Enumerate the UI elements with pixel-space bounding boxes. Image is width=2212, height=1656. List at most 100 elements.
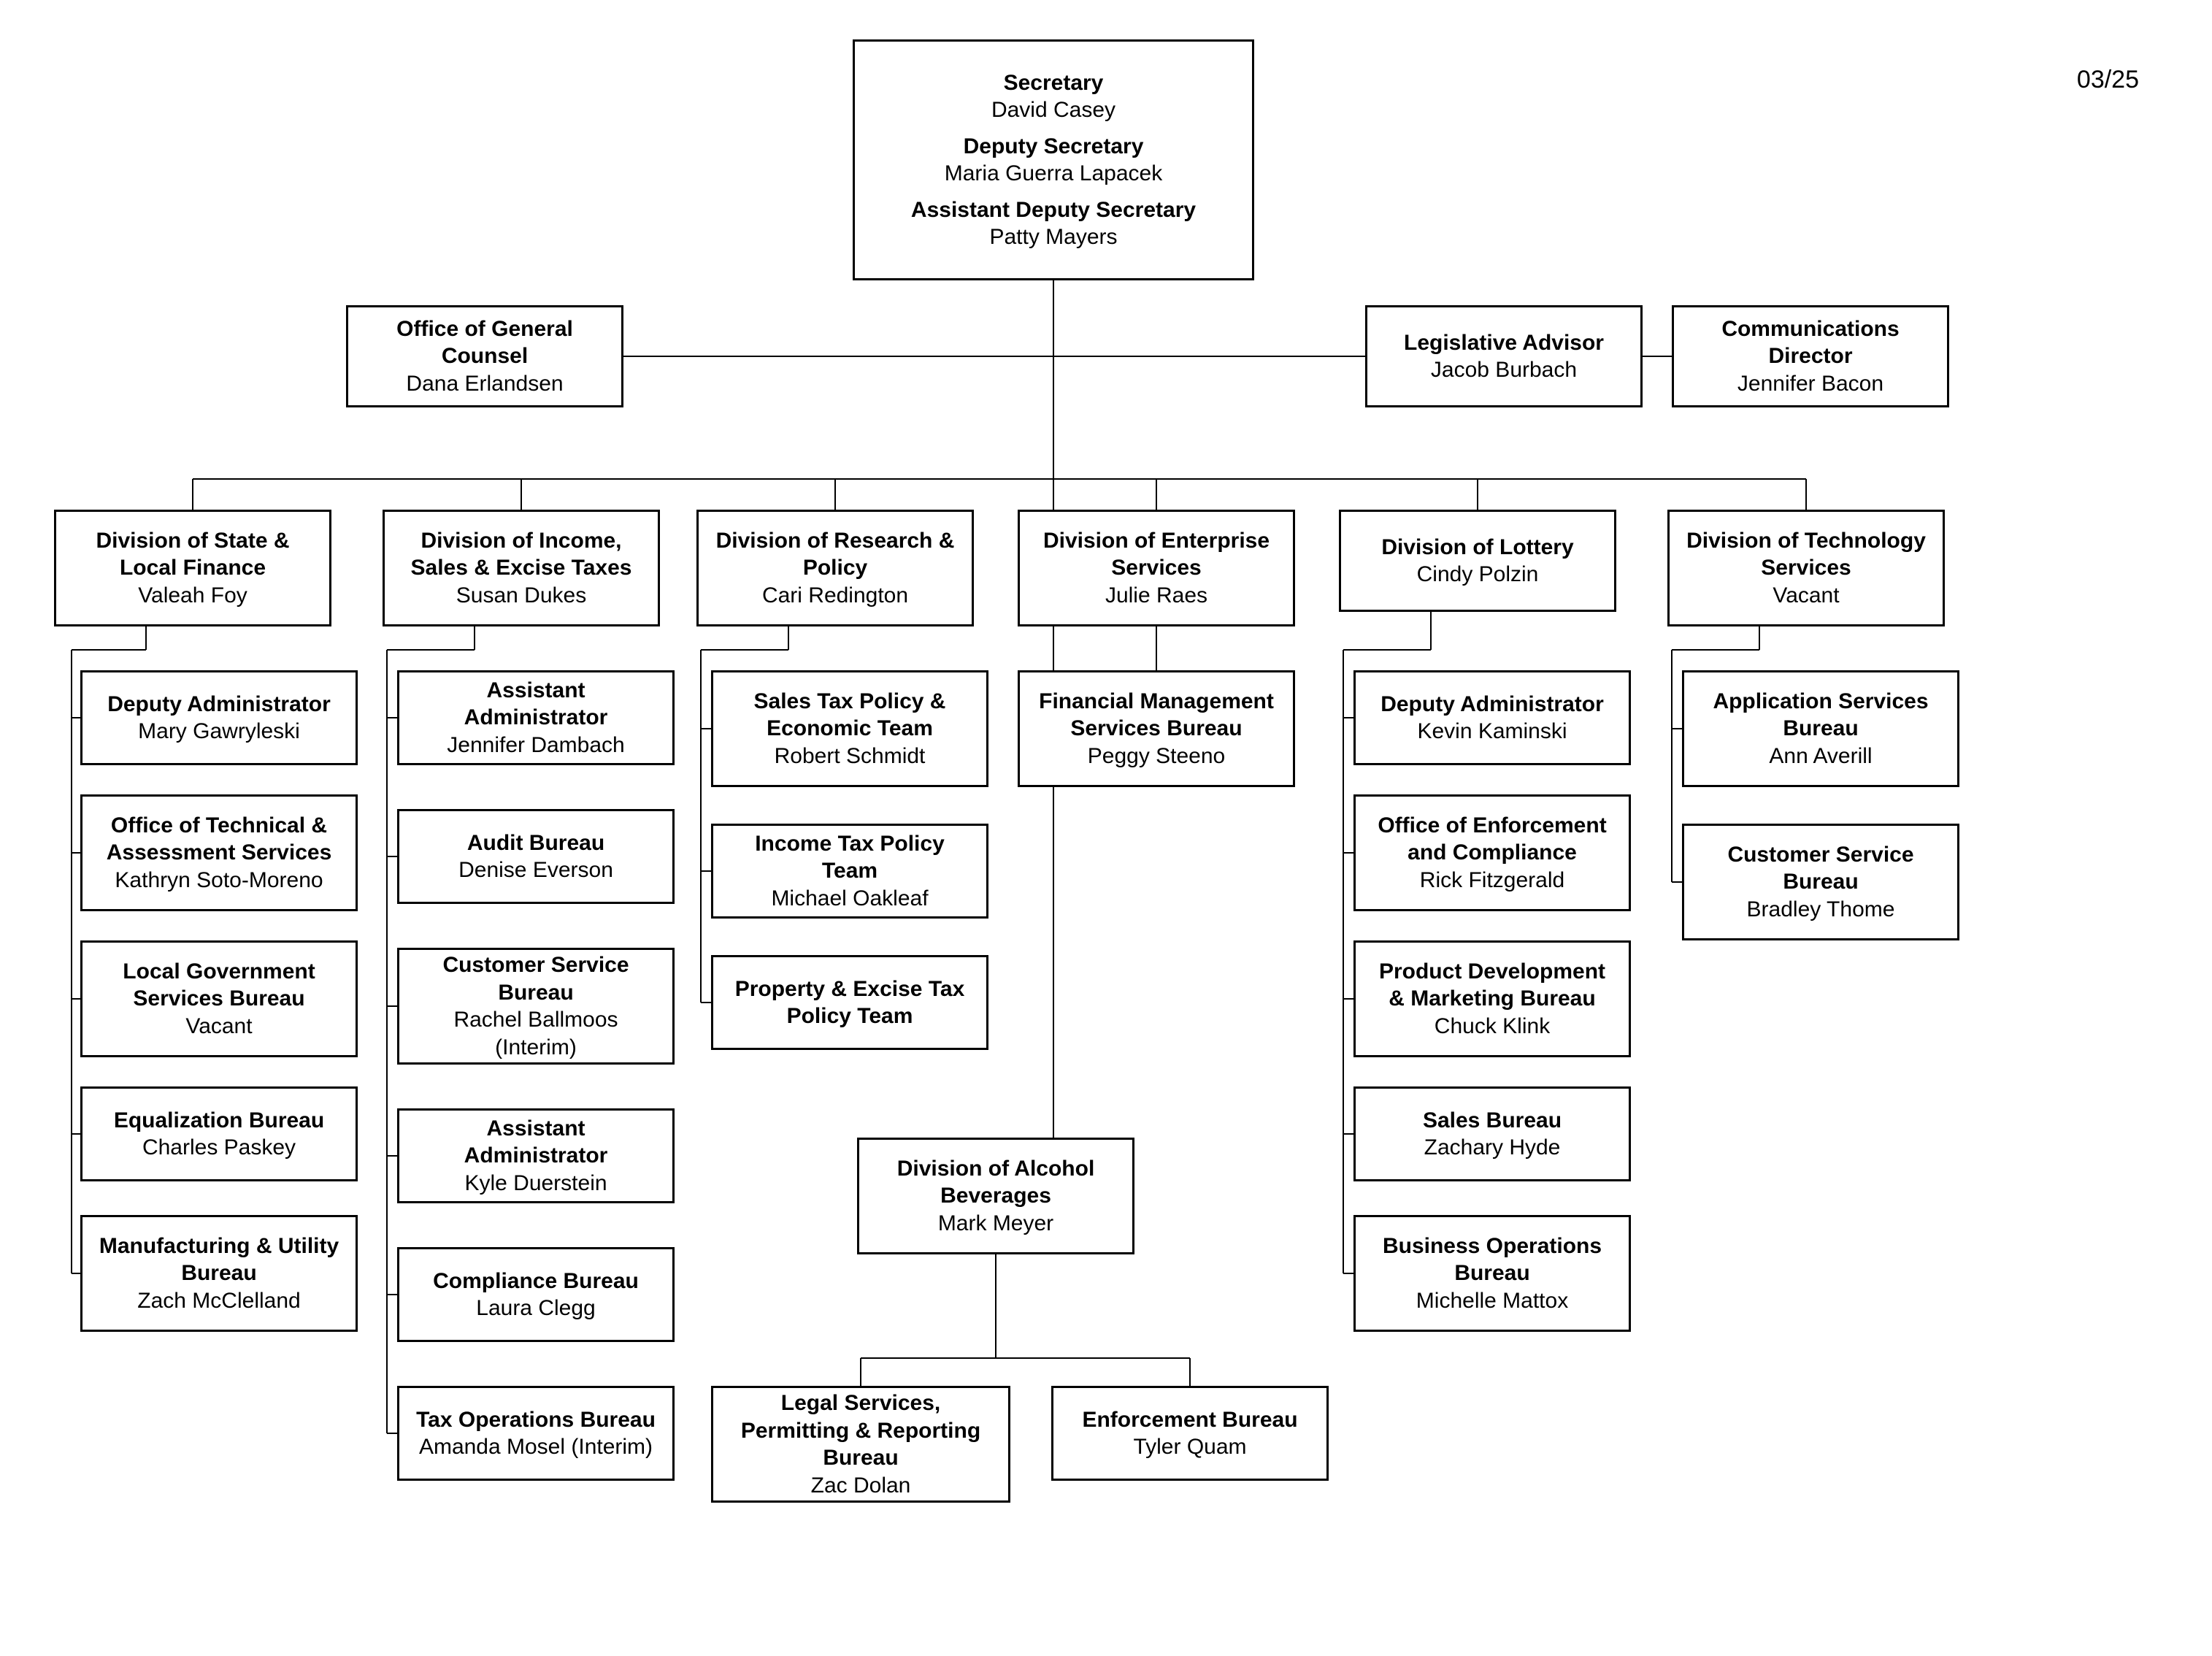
org-box-d6b: Customer Service BureauBradley Thome [1682, 824, 1959, 940]
title: Customer Service Bureau [412, 951, 659, 1006]
title: Enforcement Bureau [1082, 1406, 1297, 1434]
name: Julie Raes [1105, 582, 1207, 610]
name: Patty Mayers [911, 223, 1196, 251]
org-box-d2c: Customer Service BureauRachel Ballmoos (… [397, 948, 675, 1065]
name: Cindy Polzin [1417, 561, 1539, 589]
name: Zachary Hyde [1424, 1134, 1561, 1162]
org-box-top: SecretaryDavid Casey Deputy SecretaryMar… [853, 39, 1254, 280]
name: Mary Gawryleski [138, 718, 300, 745]
name: Chuck Klink [1435, 1013, 1550, 1040]
org-box-d2f: Tax Operations BureauAmanda Mosel (Inter… [397, 1386, 675, 1481]
name: Michael Oakleaf [771, 885, 928, 913]
title: Equalization Bureau [114, 1107, 324, 1135]
name: Robert Schmidt [775, 743, 926, 770]
org-box-d5a: Deputy AdministratorKevin Kaminski [1353, 670, 1631, 765]
title: Secretary [991, 69, 1115, 97]
name: Rick Fitzgerald [1420, 867, 1564, 894]
name: Rachel Ballmoos (Interim) [412, 1006, 659, 1061]
org-box-dab1: Legal Services, Permitting & Reporting B… [711, 1386, 1010, 1503]
org-box-d1b: Office of Technical & Assessment Service… [80, 794, 358, 911]
name: Tyler Quam [1133, 1433, 1246, 1461]
name: Michelle Mattox [1416, 1287, 1568, 1315]
org-box-d1a: Deputy AdministratorMary Gawryleski [80, 670, 358, 765]
org-box-dab: Division of Alcohol BeveragesMark Meyer [857, 1138, 1134, 1254]
name: David Casey [991, 96, 1115, 124]
org-box-div4: Division of Enterprise ServicesJulie Rae… [1018, 510, 1295, 626]
title: Tax Operations Bureau [416, 1406, 656, 1434]
org-box-div5: Division of LotteryCindy Polzin [1339, 510, 1616, 612]
org-box-d5b: Office of Enforcement and ComplianceRick… [1353, 794, 1631, 911]
title: Deputy Administrator [1380, 691, 1604, 718]
org-box-ogc: Office of General CounselDana Erlandsen [346, 305, 623, 407]
title: Deputy Administrator [107, 691, 331, 718]
title: Assistant Deputy Secretary [911, 196, 1196, 224]
org-box-d3b: Income Tax Policy TeamMichael Oakleaf [711, 824, 988, 919]
org-box-d1c: Local Government Services BureauVacant [80, 940, 358, 1057]
org-box-d1e: Manufacturing & Utility BureauZach McCle… [80, 1215, 358, 1332]
name: Jennifer Bacon [1737, 370, 1883, 398]
title: Division of Technology Services [1683, 527, 1929, 582]
org-box-comm: Communications DirectorJennifer Bacon [1672, 305, 1949, 407]
title: Division of Research & Policy [712, 527, 959, 582]
org-box-d1d: Equalization BureauCharles Paskey [80, 1086, 358, 1181]
org-box-div1: Division of State & Local FinanceValeah … [54, 510, 331, 626]
title: Legal Services, Permitting & Reporting B… [726, 1389, 995, 1472]
title: Office of General Counsel [361, 315, 608, 370]
title: Income Tax Policy Team [726, 830, 973, 885]
title: Communications Director [1687, 315, 1934, 370]
org-box-div3: Division of Research & PolicyCari Reding… [696, 510, 974, 626]
name: Dana Erlandsen [406, 370, 563, 398]
name: Ann Averill [1769, 743, 1872, 770]
name: Kevin Kaminski [1417, 718, 1567, 745]
name: Denise Everson [458, 856, 613, 884]
name: Jennifer Dambach [447, 732, 624, 759]
org-box-d3a: Sales Tax Policy & Economic TeamRobert S… [711, 670, 988, 787]
title: Application Services Bureau [1697, 688, 1944, 743]
org-box-dab2: Enforcement BureauTyler Quam [1051, 1386, 1329, 1481]
name: Cari Redington [762, 582, 908, 610]
title: Customer Service Bureau [1697, 841, 1944, 896]
title: Office of Enforcement and Compliance [1369, 812, 1616, 867]
org-box-d5e: Business Operations BureauMichelle Matto… [1353, 1215, 1631, 1332]
name: Mark Meyer [938, 1210, 1053, 1238]
title: Sales Tax Policy & Economic Team [726, 688, 973, 743]
title: Division of Lottery [1381, 534, 1573, 561]
name: Vacant [185, 1013, 252, 1040]
org-box-div6: Division of Technology ServicesVacant [1667, 510, 1945, 626]
title: Office of Technical & Assessment Service… [96, 812, 342, 867]
title: Product Development & Marketing Bureau [1369, 958, 1616, 1013]
name: Maria Guerra Lapacek [945, 160, 1162, 188]
org-box-d5d: Sales BureauZachary Hyde [1353, 1086, 1631, 1181]
name: Kathryn Soto-Moreno [115, 867, 323, 894]
title: Legislative Advisor [1404, 329, 1604, 357]
org-box-d6a: Application Services BureauAnn Averill [1682, 670, 1959, 787]
title: Assistant Administrator [412, 677, 659, 732]
name: Susan Dukes [456, 582, 586, 610]
org-box-d2a: Assistant AdministratorJennifer Dambach [397, 670, 675, 765]
name: Amanda Mosel (Interim) [419, 1433, 653, 1461]
org-box-d2b: Audit BureauDenise Everson [397, 809, 675, 904]
org-box-d5c: Product Development & Marketing BureauCh… [1353, 940, 1631, 1057]
title: Financial Management Services Bureau [1033, 688, 1280, 743]
title: Assistant Administrator [412, 1115, 659, 1170]
name: Laura Clegg [476, 1295, 595, 1322]
name: Peggy Steeno [1088, 743, 1225, 770]
name: Jacob Burbach [1431, 356, 1577, 384]
org-box-d2d: Assistant AdministratorKyle Duerstein [397, 1108, 675, 1203]
title: Local Government Services Bureau [96, 958, 342, 1013]
title: Property & Excise Tax Policy Team [726, 975, 973, 1030]
title: Division of Alcohol Beverages [872, 1155, 1119, 1210]
org-box-d4a: Financial Management Services BureauPegg… [1018, 670, 1295, 787]
name: Bradley Thome [1747, 896, 1895, 924]
title: Division of Income, Sales & Excise Taxes [398, 527, 645, 582]
name: Charles Paskey [142, 1134, 296, 1162]
name: Zach McClelland [137, 1287, 300, 1315]
title: Compliance Bureau [433, 1268, 639, 1295]
org-box-d3c: Property & Excise Tax Policy Team [711, 955, 988, 1050]
name: Valeah Foy [138, 582, 247, 610]
title: Deputy Secretary [945, 133, 1162, 161]
org-box-d2e: Compliance BureauLaura Clegg [397, 1247, 675, 1342]
title: Division of Enterprise Services [1033, 527, 1280, 582]
name: Kyle Duerstein [464, 1170, 607, 1197]
title: Sales Bureau [1423, 1107, 1562, 1135]
